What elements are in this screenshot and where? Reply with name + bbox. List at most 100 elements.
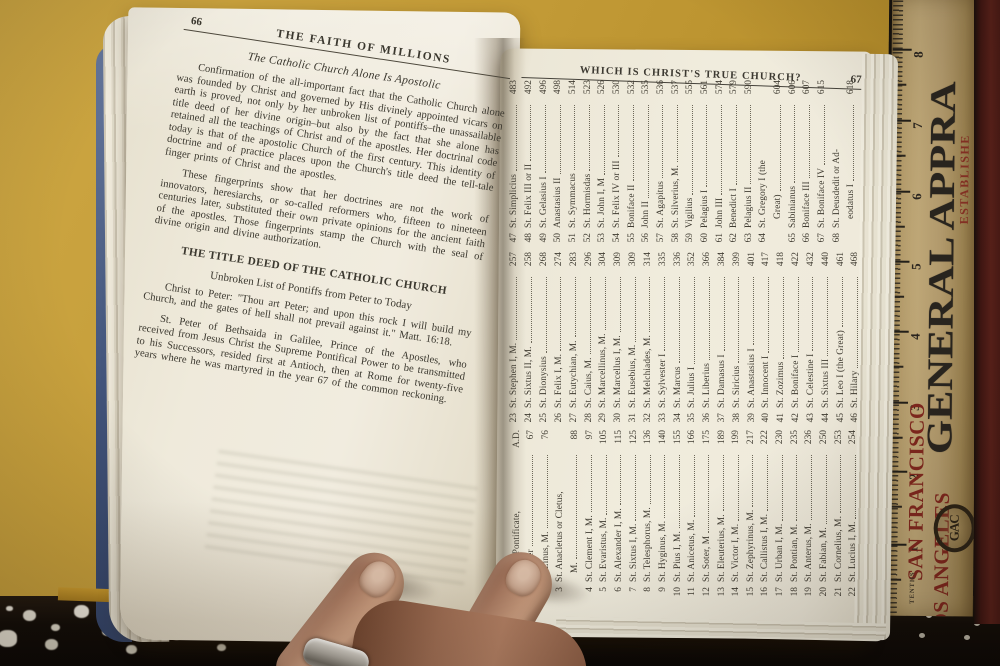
pope-name: St. Felix III or II	[523, 163, 534, 228]
pontificate-end-year: 366	[702, 252, 713, 267]
pope-list-row: 33 St. Sylvester I 335	[655, 252, 670, 428]
dotted-leader	[664, 277, 666, 351]
pontificate-end-year: 175	[701, 430, 712, 445]
paint-speckles-left	[6, 606, 13, 611]
pope-list-row: 61 John III 574	[712, 80, 727, 248]
pope-name: St. Marcellinus, M.	[598, 333, 609, 408]
dotted-leader	[752, 455, 754, 507]
pope-name: St. Eleuterius, M.	[716, 514, 727, 582]
pope-number: 44	[820, 413, 831, 423]
pope-number: 39	[746, 413, 757, 423]
pope-name: St. Pontian, M.	[789, 523, 800, 582]
pope-name: St. John I, M	[597, 177, 608, 228]
pope-name: Anastasius II	[553, 177, 564, 228]
pope-list-row: 24 St. Sixtus II, M. 258	[522, 252, 537, 428]
pope-name: St. Eutychian, M.	[568, 340, 579, 408]
pontificate-end-year: 217	[745, 430, 756, 445]
pope-name: St. Hilary	[850, 370, 861, 408]
pope-name: St. Hormisdas	[582, 173, 593, 228]
pope-number: 40	[761, 413, 772, 423]
pope-number: 59	[685, 233, 696, 243]
pope-number: 22	[848, 587, 859, 597]
pontificate-end-year: 532	[626, 80, 637, 95]
dotted-leader	[604, 277, 606, 331]
pope-list-row: 28 St. Caius, M. 296	[581, 252, 596, 428]
pontificate-end-year: 352	[687, 252, 698, 267]
pope-name: St. Boniface I	[791, 354, 802, 408]
pope-name: St. Gelasius I	[538, 176, 549, 228]
dotted-leader	[547, 455, 549, 529]
dotted-leader	[679, 455, 681, 529]
pope-list-row: 48 St. Felix III or II 492	[522, 80, 537, 248]
pope-number: 12	[701, 587, 712, 597]
pontificate-end-year: 115	[613, 430, 624, 444]
pontificate-end-year: 222	[760, 430, 771, 445]
dotted-leader	[827, 277, 829, 356]
pope-name: St. Zozimus	[776, 361, 787, 408]
dotted-leader	[574, 105, 576, 171]
dotted-leader	[765, 105, 766, 157]
pope-number: 49	[538, 233, 549, 243]
pope-list-row: 32 St. Melchiades, M. 314	[640, 252, 655, 428]
pontificate-end-year: 230	[775, 430, 786, 445]
pope-list-row: 29 St. Marcellinus, M. 304	[596, 252, 611, 428]
pope-list-row: 10 St. Pius I, M. 155	[670, 430, 685, 602]
pontificate-end-year: 296	[583, 252, 594, 267]
pope-number: 35	[687, 413, 698, 423]
pope-number: 42	[791, 413, 802, 423]
pope-name: St. Pius I, M.	[672, 531, 683, 582]
pope-list-row: 9 St. Hyginus, M. 140	[656, 430, 671, 602]
pontificate-end-year: 496	[538, 80, 549, 95]
pope-name: St. Simplicius	[509, 173, 520, 228]
pope-list-row: eodatus I 618	[844, 80, 859, 248]
pope-name: Benedict I	[729, 188, 740, 228]
pope-name: John III	[714, 197, 725, 228]
pope-list-row: 44 St. Sixtus III 440	[818, 252, 833, 428]
ruler-established-text: ESTABLISHE	[956, 134, 972, 225]
pope-list-row: 41 St. Zozimus 418	[774, 252, 789, 428]
dotted-leader	[530, 105, 532, 161]
pope-name: St. Leo I (the Great)	[835, 330, 846, 408]
dotted-leader	[766, 455, 768, 511]
pope-list-row: 14 St. Victor I, M. 199	[729, 430, 744, 602]
pope-number: 56	[641, 233, 652, 243]
pontificate-end-year: 136	[643, 430, 654, 445]
pope-number: 48	[523, 233, 534, 243]
pope-name: St. Marcellus I, M.	[613, 335, 624, 408]
pope-name: St. Fabian, M.	[819, 527, 830, 582]
dotted-leader	[781, 455, 783, 521]
pontificate-end-year: 618	[846, 80, 857, 95]
pontificate-end-year: 536	[655, 80, 666, 95]
dotted-leader	[753, 277, 755, 346]
dotted-leader	[721, 105, 723, 195]
dotted-leader	[635, 455, 637, 521]
pontificate-end-year: 125	[628, 430, 639, 445]
pontificate-end-year: 335	[657, 252, 668, 267]
pope-number: 13	[716, 587, 727, 597]
pontificate-end-year: 283	[568, 252, 579, 267]
pontificate-end-year: 523	[582, 80, 593, 95]
pope-list-row: 46 St. Hilary 468	[848, 252, 863, 428]
pope-name: Pelagius I	[699, 189, 710, 228]
pope-number: 30	[613, 413, 624, 423]
pope-list-row: 31 St. Eusebius, M. 309	[626, 252, 641, 428]
pontificate-end-year: 257	[509, 252, 520, 267]
pope-list-row: 67 St. Boniface IV 615	[815, 80, 830, 248]
pope-number: 68	[831, 233, 842, 243]
dotted-leader	[823, 105, 825, 165]
pope-name: St. Sixtus I, M.	[628, 523, 639, 582]
dotted-leader	[679, 277, 681, 364]
pope-list-row: 51 St. Symmacus 514	[566, 80, 581, 248]
pope-number: 58	[670, 233, 681, 243]
pope-name: St. Zephyrinus, M.	[745, 509, 756, 582]
pope-number: 43	[805, 413, 816, 423]
pope-name: St. Evaristus, M.	[599, 517, 610, 582]
pope-number: 14	[731, 587, 742, 597]
pope-name: St. Melchiades, M.	[642, 335, 653, 408]
dotted-leader	[515, 277, 517, 340]
pontificate-end-year: 97	[584, 430, 595, 440]
pope-name: St. Julius I	[687, 366, 698, 408]
pope-number: 5	[599, 587, 610, 592]
pontificate-end-year: 537	[670, 80, 681, 95]
pontificate-end-year: 579	[729, 80, 740, 95]
